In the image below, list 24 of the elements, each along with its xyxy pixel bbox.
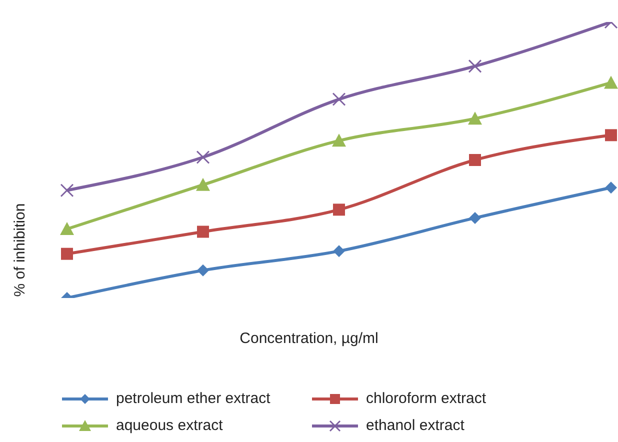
legend-label: chloroform extract: [366, 390, 486, 407]
y-axis-title: % of inhibition: [12, 203, 28, 297]
point: [332, 134, 346, 147]
point: [333, 245, 345, 258]
point: [332, 92, 346, 106]
point: [60, 222, 74, 235]
legend-label: aqueous extract: [116, 417, 223, 434]
point: [469, 154, 481, 166]
legend-label: petroleum ether extract: [116, 390, 270, 407]
point: [196, 178, 210, 191]
point: [196, 150, 210, 164]
point: [469, 212, 481, 224]
point: [197, 264, 209, 276]
legend-label: ethanol extract: [366, 417, 464, 434]
point: [605, 182, 617, 194]
point: [605, 129, 617, 142]
point: [197, 226, 209, 238]
point: [333, 204, 345, 216]
point: [61, 248, 73, 260]
point: [604, 76, 618, 89]
point: [60, 184, 74, 198]
point: [468, 112, 482, 125]
point: [468, 59, 482, 73]
x-axis-title: Concentration, µg/ml: [238, 330, 380, 347]
